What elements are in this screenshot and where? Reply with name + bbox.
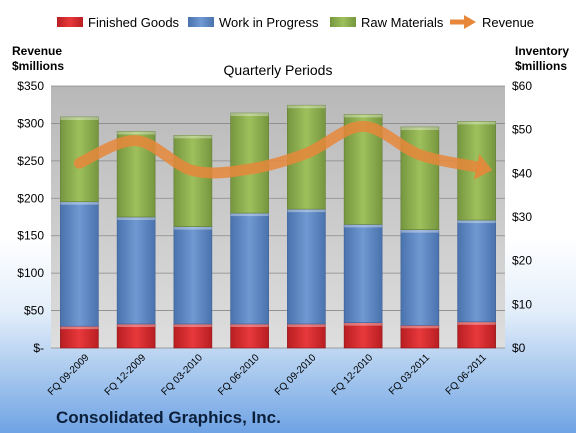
right-tick-label: $10 <box>512 297 532 311</box>
x-tick-label: FQ 09-2010 <box>273 352 319 398</box>
right-axis-title-line-1: Inventory <box>515 44 569 58</box>
bar-work-in-progress-cap <box>230 213 269 217</box>
legend-swatch-raw-materials <box>330 17 356 27</box>
left-tick-label: $200 <box>17 191 44 205</box>
bar-raw-materials <box>173 135 213 227</box>
legend-swatch-finished-goods <box>57 17 83 27</box>
bar-finished-goods <box>343 322 383 349</box>
left-tick-label: $250 <box>17 154 44 168</box>
right-axis-ticks: $0 $10 $20 $30 $40 $50 $60 <box>512 79 532 355</box>
left-tick-label: $150 <box>17 229 44 243</box>
right-axis-title: Inventory $millions <box>515 44 572 73</box>
bar-work-in-progress-cap <box>60 201 99 205</box>
legend-label-revenue: Revenue <box>482 15 534 30</box>
x-tick-label: FQ 03-2010 <box>159 352 205 398</box>
bar-finished-goods-cap <box>344 322 383 326</box>
bar-work-in-progress <box>343 224 383 323</box>
bar-raw-materials-cap <box>400 127 439 131</box>
bar-finished-goods <box>116 323 156 349</box>
bar-finished-goods <box>60 325 99 349</box>
bar-work-in-progress <box>457 219 496 323</box>
bar-finished-goods <box>230 323 269 349</box>
x-tick-label: FQ 06-2010 <box>216 352 262 398</box>
bar-raw-materials-cap <box>173 135 212 139</box>
bar-work-in-progress-cap <box>287 209 326 213</box>
bar-raw-materials-cap <box>60 117 99 121</box>
bar-work-in-progress-cap <box>173 226 212 230</box>
left-axis-title-line-2: $millions <box>12 59 64 73</box>
left-axis-ticks: $- $50 $100 $150 $200 $250 $300 $350 <box>17 79 44 355</box>
bar-finished-goods-cap <box>173 323 212 327</box>
bar-finished-goods-cap <box>117 323 156 327</box>
right-axis-title-line-2: $millions <box>515 59 567 73</box>
legend-label-work-in-progress: Work in Progress <box>219 15 319 30</box>
right-tick-label: $40 <box>512 166 532 180</box>
left-tick-label: $350 <box>17 79 44 93</box>
right-tick-label: $60 <box>512 79 532 93</box>
bar-raw-materials-cap <box>230 113 269 117</box>
bar-finished-goods-cap <box>230 323 269 327</box>
right-tick-label: $50 <box>512 123 532 137</box>
x-tick-label: FQ 03-2011 <box>387 352 432 397</box>
x-tick-label: FQ 09-2009 <box>46 352 92 398</box>
bar-raw-materials-cap <box>287 105 326 109</box>
bar-raw-materials-cap <box>457 121 496 125</box>
revenue-line <box>73 120 483 179</box>
bar-finished-goods-cap <box>287 323 326 327</box>
company-name: Consolidated Graphics, Inc. <box>56 408 281 427</box>
left-axis-title-line-1: Revenue <box>12 44 62 58</box>
left-tick-label: $50 <box>24 304 44 318</box>
bar-raw-materials-cap <box>117 131 156 135</box>
left-tick-label: $- <box>33 341 44 355</box>
left-axis-title: Revenue $millions <box>12 44 65 73</box>
legend-swatch-work-in-progress <box>188 17 214 27</box>
revenue-arrowhead <box>473 154 493 180</box>
legend-label-finished-goods: Finished Goods <box>88 15 180 30</box>
plot-title: Quarterly Periods <box>224 62 333 78</box>
bar-work-in-progress <box>230 212 269 325</box>
right-tick-label: $30 <box>512 210 532 224</box>
legend-label-raw-materials: Raw Materials <box>361 15 444 30</box>
bar-work-in-progress <box>60 201 99 327</box>
revenue-series <box>73 120 493 180</box>
left-tick-label: $300 <box>17 116 44 130</box>
x-tick-label: FQ 06-2011 <box>444 352 489 397</box>
bar-work-in-progress <box>287 208 326 325</box>
bar-finished-goods <box>287 323 326 349</box>
bar-work-in-progress-cap <box>400 229 439 233</box>
bar-raw-materials-cap <box>344 114 383 118</box>
x-axis-ticks: FQ 09-2009 FQ 12-2009 FQ 03-2010 FQ 06-2010… <box>46 352 489 398</box>
bar-work-in-progress-cap <box>344 224 383 228</box>
bar-work-in-progress <box>400 229 440 326</box>
bar-finished-goods-cap <box>457 321 496 325</box>
bar-finished-goods <box>457 321 496 349</box>
bar-finished-goods <box>400 324 440 349</box>
bar-work-in-progress <box>173 226 213 325</box>
legend: Finished Goods Work in Progress Raw Mate… <box>57 15 534 30</box>
right-tick-label: $20 <box>512 254 532 268</box>
bar-finished-goods-cap <box>60 326 99 330</box>
bar-finished-goods-cap <box>400 325 439 329</box>
legend-swatch-revenue <box>450 15 476 29</box>
right-tick-label: $0 <box>512 341 526 355</box>
bar-work-in-progress <box>116 216 156 325</box>
bar-finished-goods <box>173 323 213 349</box>
bar-work-in-progress-cap <box>457 220 496 224</box>
x-tick-label: FQ 12-2009 <box>103 352 149 398</box>
x-tick-label: FQ 12-2010 <box>330 352 376 398</box>
bar-work-in-progress-cap <box>117 217 156 220</box>
left-tick-label: $100 <box>17 266 44 280</box>
